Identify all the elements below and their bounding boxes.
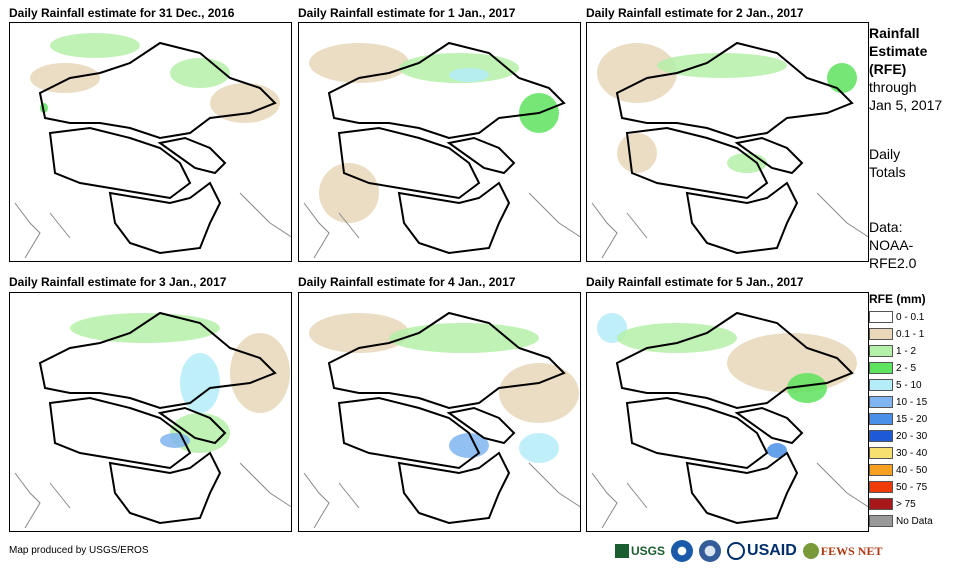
rainfall-map-3 [586,22,869,262]
legend-item: 10 - 15 [869,395,927,409]
side-totals-label: Totals [869,164,906,180]
legend-swatch [869,396,893,408]
legend-swatch [869,311,893,323]
side-data-source: Data: NOAA- RFE2.0 [869,218,916,272]
fewsnet-logo: FEWS NET [802,543,883,559]
side-data-noaa: NOAA- [869,237,914,253]
side-info: Rainfall Estimate (RFE) through Jan 5, 2… [869,24,942,114]
legend-item: 0.1 - 1 [869,327,924,341]
legend-label: 15 - 20 [896,413,928,425]
legend-swatch [869,413,893,425]
panel-title-5: Daily Rainfall estimate for 4 Jan., 2017 [298,275,516,289]
rainfall-map-4 [9,292,292,532]
legend-item: 0 - 0.1 [869,310,924,324]
panel-title-1: Daily Rainfall estimate for 31 Dec., 201… [9,6,235,20]
legend-swatch [869,379,893,391]
usaid-logo-text: USAID [747,542,797,559]
legend-item: 2 - 5 [869,361,916,375]
legend-label: 30 - 40 [896,447,928,459]
rainfall-map-5 [298,292,581,532]
legend-label: > 75 [896,498,916,510]
legend-item: 1 - 2 [869,344,916,358]
panel-title-4: Daily Rainfall estimate for 3 Jan., 2017 [9,275,227,289]
legend-label: 10 - 15 [896,396,928,408]
usgs-logo-text: USGS [631,544,666,558]
legend-label: 1 - 2 [896,345,917,357]
legend-swatch [869,328,893,340]
usgs-wave-icon [615,544,629,558]
legend-swatch [869,464,893,476]
usaid-logo: USAID [727,542,797,560]
side-data-label: Data: [869,219,903,235]
legend-label: 5 - 10 [896,379,922,391]
fewsnet-logo-text: FEWS NET [820,543,883,558]
rainfall-map-1 [9,22,292,262]
legend-item: No Data [869,514,933,528]
side-title-3: (RFE) [869,61,907,77]
legend-label: 50 - 75 [896,481,928,493]
side-through: through [869,79,917,95]
panel-title-2: Daily Rainfall estimate for 1 Jan., 2017 [298,6,516,20]
legend-item: 15 - 20 [869,412,927,426]
legend-swatch [869,362,893,374]
noaa-logo [671,540,694,562]
side-title-2: Estimate [869,43,928,59]
side-data-rfe: RFE2.0 [869,255,917,271]
legend-item: 5 - 10 [869,378,922,392]
fewsnet-globe-icon [802,543,819,559]
legend-swatch [869,481,893,493]
partner-logos: USGS USAID FEWS NET [615,538,882,564]
side-title-1: Rainfall [869,25,920,41]
legend-swatch [869,430,893,442]
legend-label: 0.1 - 1 [896,328,925,340]
legend-label: No Data [896,515,933,527]
panel-title-3: Daily Rainfall estimate for 2 Jan., 2017 [586,6,804,20]
rainfall-map-6 [586,292,869,532]
legend-label: 0 - 0.1 [896,311,925,323]
legend-title: RFE (mm) [869,292,926,306]
legend-item: 50 - 75 [869,480,927,494]
side-daily: Daily [869,146,901,162]
side-totals: Daily Totals [869,145,906,181]
doc-seal-logo [699,540,722,562]
legend-item: 40 - 50 [869,463,927,477]
usgs-logo: USGS [615,544,665,558]
legend-swatch [869,515,893,527]
legend-item: 30 - 40 [869,446,927,460]
rainfall-map-2 [298,22,581,262]
usaid-seal-icon [727,542,746,560]
legend-swatch [869,498,893,510]
legend-label: 20 - 30 [896,430,928,442]
legend-swatch [869,345,893,357]
legend-item: 20 - 30 [869,429,927,443]
legend-item: > 75 [869,497,916,511]
map-credit: Map produced by USGS/EROS [9,545,149,556]
panel-title-6: Daily Rainfall estimate for 5 Jan., 2017 [586,275,804,289]
legend-swatch [869,447,893,459]
legend-label: 40 - 50 [896,464,928,476]
side-date: Jan 5, 2017 [869,97,943,113]
legend-label: 2 - 5 [896,362,917,374]
